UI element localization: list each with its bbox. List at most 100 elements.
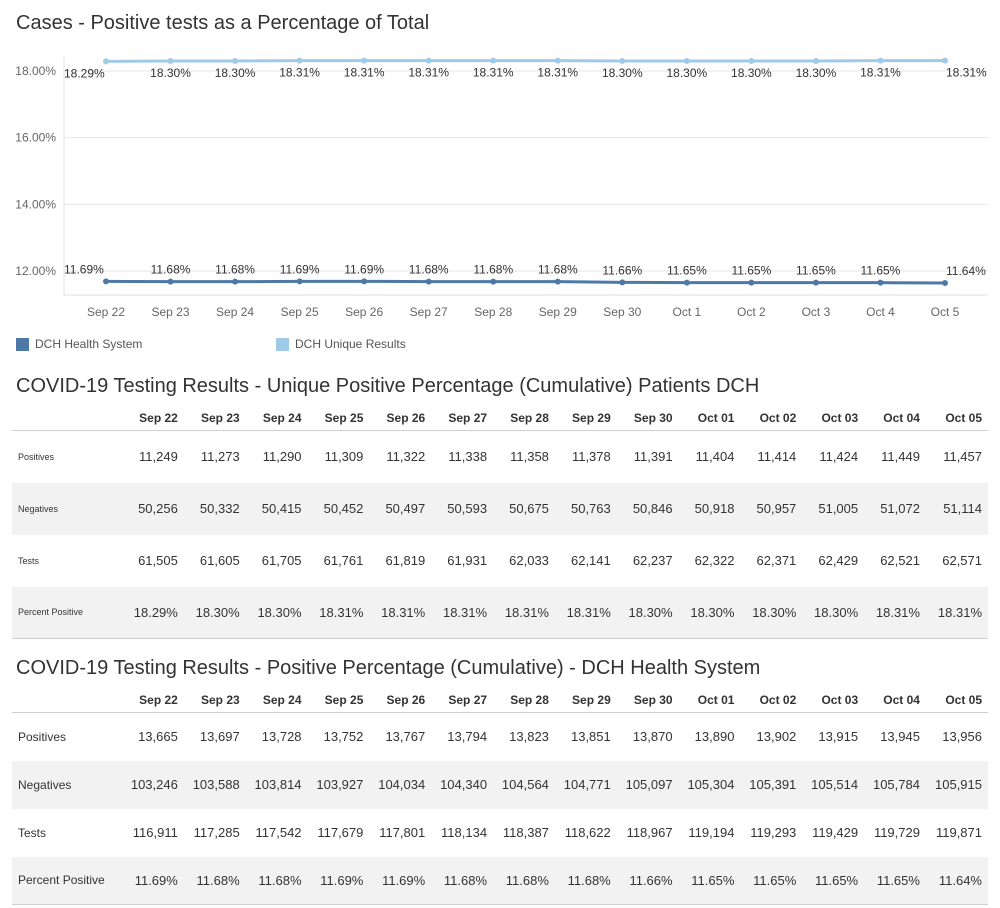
table-cell: 18.30% <box>245 586 308 639</box>
table-cell: 50,846 <box>616 482 679 535</box>
table-cell: 105,915 <box>925 760 988 809</box>
table-cell: 11,391 <box>633 449 673 465</box>
data-label-dch-unique-results: 18.31% <box>946 66 987 80</box>
table-cell: 51,072 <box>864 482 926 535</box>
table-cell: 116,911 <box>132 825 178 840</box>
table-cell: 118,134 <box>441 825 488 840</box>
table-cell: 62,429 <box>818 553 859 568</box>
column-header: Sep 24 <box>262 693 302 707</box>
data-point-dch-unique-results <box>942 57 948 64</box>
table-cell: 62,322 <box>694 553 735 568</box>
column-header: Oct 05 <box>945 693 982 707</box>
data-point-dch-unique-results <box>296 57 303 64</box>
table-cell: 119,429 <box>812 825 859 840</box>
table-cell: 11,424 <box>819 449 859 465</box>
table-cell: 13,665 <box>138 729 178 745</box>
table-cell: 61,605 <box>199 553 240 568</box>
x-tick-label: Sep 24 <box>216 305 254 319</box>
y-tick-label: 16.00% <box>15 131 56 145</box>
table-cell: 13,752 <box>323 729 364 745</box>
table-cell: 50,957 <box>740 482 803 535</box>
table-cell: 50,918 <box>678 482 741 535</box>
table-cell: 11,290 <box>262 449 302 465</box>
row-label: Positives <box>18 451 55 462</box>
data-label-dch-unique-results: 18.31% <box>860 66 901 80</box>
x-tick-label: Oct 5 <box>931 305 960 319</box>
column-header: Sep 22 <box>139 411 178 425</box>
corner-cell <box>12 688 122 713</box>
data-label-dch-health-system: 11.65% <box>861 264 901 278</box>
data-label-dch-unique-results: 18.30% <box>731 66 772 80</box>
legend-unique[interactable]: DCH Unique Results <box>276 337 406 351</box>
table-cell: 50,675 <box>493 482 555 535</box>
data-label-dch-health-system: 11.66% <box>602 263 642 277</box>
data-label-dch-health-system: 11.68% <box>215 263 255 277</box>
series-line-dch-unique-results <box>105 59 945 63</box>
table-cell: 117,285 <box>193 825 240 840</box>
table-cell: 18.29% <box>122 586 184 639</box>
x-tick-label: Sep 27 <box>410 305 448 319</box>
table-cell: 11,378 <box>571 449 611 465</box>
data-label-dch-unique-results: 18.30% <box>150 66 191 80</box>
data-label-dch-health-system: 11.69% <box>344 262 384 276</box>
table-cell: 61,505 <box>138 553 178 568</box>
table-cell: 50,763 <box>554 482 617 535</box>
table-cell: 117,542 <box>255 825 302 840</box>
y-tick-label: 12.00% <box>15 264 56 278</box>
column-header: Oct 01 <box>697 693 735 707</box>
table-cell: 50,497 <box>369 482 432 535</box>
table-cell: 18.30% <box>183 586 246 639</box>
table-row: Negatives 50,256 50,332 50,415 50,452 50,497 5… <box>12 482 988 535</box>
table-cell: 13,767 <box>385 729 426 745</box>
table-cell: 18.31% <box>307 586 370 639</box>
row-label: Tests <box>18 825 47 840</box>
x-tick-label: Sep 29 <box>539 305 577 319</box>
data-point-dch-health-system <box>748 279 755 286</box>
table-cell: 18.31% <box>369 586 432 639</box>
data-label-dch-unique-results: 18.30% <box>666 66 707 80</box>
table-cell: 11.65% <box>740 856 803 905</box>
table-cell: 11.69% <box>122 856 184 905</box>
row-label: Tests <box>18 555 40 566</box>
column-header: Sep 28 <box>510 693 549 707</box>
column-header: Sep 27 <box>448 411 488 425</box>
table-cell: 11.69% <box>369 856 432 905</box>
table-cell: 13,870 <box>632 729 673 745</box>
table-cell: 18.31% <box>493 586 555 639</box>
data-label-dch-unique-results: 18.31% <box>537 66 578 80</box>
data-point-dch-unique-results <box>812 58 819 64</box>
data-point-dch-health-system <box>167 278 174 285</box>
x-tick-label: Oct 2 <box>737 305 766 319</box>
legend-label-unique: DCH Unique Results <box>295 337 406 351</box>
data-label-dch-unique-results: 18.29% <box>64 66 105 80</box>
column-header: Oct 02 <box>759 411 797 425</box>
data-point-dch-health-system <box>877 279 884 286</box>
data-label-dch-health-system: 11.69% <box>280 262 320 276</box>
table-cell: 118,622 <box>564 825 611 840</box>
table-cell: 61,931 <box>447 553 488 568</box>
row-label: Percent Positive <box>12 856 122 905</box>
table-cell: 11.64% <box>925 856 988 905</box>
table-cell: 50,256 <box>122 482 184 535</box>
data-label-dch-health-system: 11.68% <box>473 263 513 277</box>
table-row: Tests 116,911 117,285 117,542 117,679 117,801… <box>12 809 988 857</box>
legend-health[interactable]: DCH Health System <box>16 337 142 351</box>
x-tick-label: Oct 1 <box>673 305 702 319</box>
table-cell: 62,033 <box>509 553 549 568</box>
column-header: Sep 26 <box>386 411 426 425</box>
series-line-dch-health-system <box>105 279 946 285</box>
table-cell: 104,340 <box>431 760 494 809</box>
x-tick-label: Sep 22 <box>87 305 125 319</box>
table-cell: 119,871 <box>935 825 982 840</box>
table-cell: 13,823 <box>509 729 549 745</box>
table-cell: 11.69% <box>307 856 370 905</box>
column-header: Sep 29 <box>572 411 611 425</box>
table-cell: 11.66% <box>616 856 679 905</box>
table-cell: 103,814 <box>245 760 308 809</box>
table-cell: 11,273 <box>200 449 240 465</box>
table-cell: 11,338 <box>448 449 488 465</box>
table-cell: 104,034 <box>369 760 432 809</box>
data-label-dch-unique-results: 18.30% <box>602 66 643 80</box>
column-header: Oct 03 <box>821 693 859 707</box>
table-cell: 11,249 <box>139 449 178 465</box>
